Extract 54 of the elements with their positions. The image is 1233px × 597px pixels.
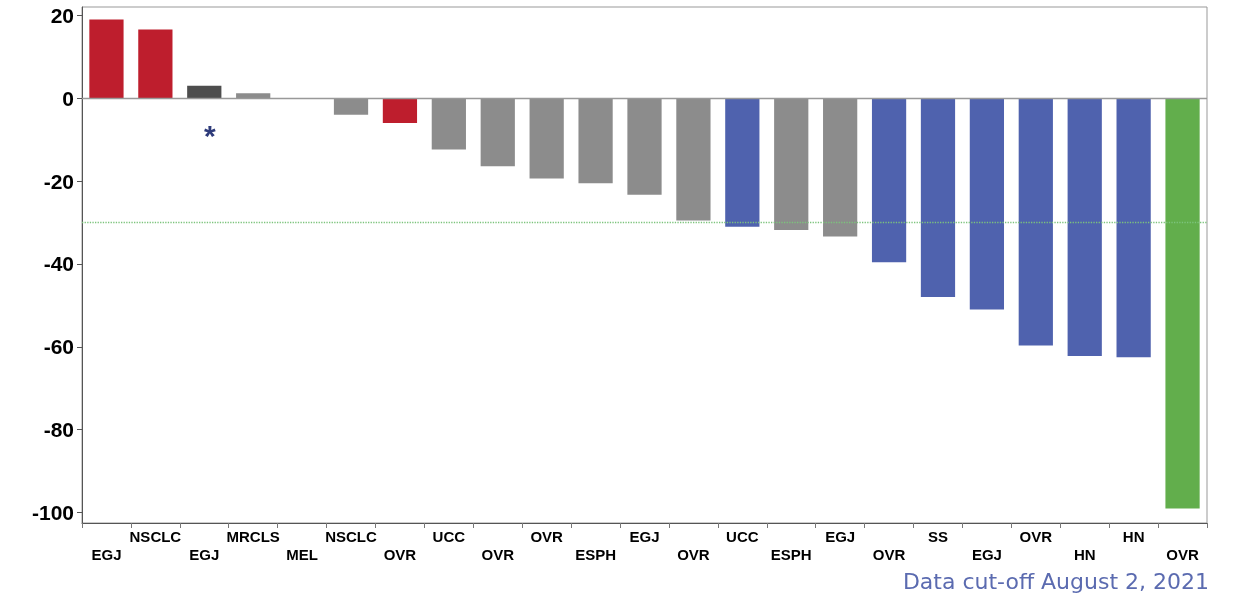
bar	[1165, 98, 1200, 509]
x-tick-label: UCC	[432, 528, 466, 545]
x-tick-label: EGJ	[825, 528, 856, 545]
annotation: *	[204, 118, 216, 152]
bar	[774, 98, 809, 230]
y-tick-label: 20	[50, 3, 74, 27]
x-tick-label: ESPH	[770, 546, 812, 563]
bar	[627, 98, 662, 195]
bar	[676, 98, 711, 221]
bar	[89, 19, 124, 99]
x-tick-label: ESPH	[575, 546, 617, 563]
bar	[1018, 98, 1053, 346]
bar	[871, 98, 907, 263]
bar	[187, 85, 222, 99]
x-tick-label: EGJ	[189, 546, 220, 563]
bar	[480, 98, 515, 167]
x-tick-label: HN	[1073, 546, 1096, 563]
x-tick-label: OVR	[383, 546, 417, 563]
bar	[823, 98, 858, 237]
x-tick-label: NSCLC	[325, 528, 378, 545]
bar	[578, 98, 613, 184]
x-tick-label: HN	[1122, 528, 1145, 545]
bar	[333, 98, 369, 115]
bar	[138, 29, 173, 99]
y-tick-label: -20	[43, 169, 74, 193]
x-tick-label: EGJ	[629, 528, 660, 545]
y-tick-label: -100	[31, 501, 74, 525]
bar	[1067, 98, 1102, 356]
x-tick-label: OVR	[530, 528, 564, 545]
y-tick-label: -40	[43, 252, 74, 276]
bar	[529, 98, 564, 179]
bar	[1116, 98, 1151, 358]
bar	[236, 93, 271, 99]
x-tick-label: MEL	[286, 546, 318, 563]
x-tick-label: OVR	[872, 546, 906, 563]
y-tick-label: -60	[43, 335, 74, 359]
bar	[920, 98, 956, 298]
x-tick-label: NSCLC	[129, 528, 182, 545]
x-tick-label: MRCLS	[226, 528, 280, 545]
x-tick-label: EGJ	[91, 546, 122, 563]
y-tick-label: 0	[62, 86, 74, 110]
x-tick-label: OVR	[1166, 546, 1199, 563]
x-tick-label: OVR	[1019, 528, 1053, 545]
y-tick-label: -80	[43, 418, 74, 442]
x-tick-label: UCC	[726, 528, 759, 545]
x-tick-label: OVR	[481, 546, 515, 563]
bar	[969, 98, 1005, 310]
bar	[725, 98, 760, 227]
x-tick-label: SS	[927, 528, 948, 545]
x-tick-label: OVR	[677, 546, 710, 563]
text: Data cut-off August 2, 2021	[902, 568, 1210, 594]
x-tick-label: EGJ	[971, 546, 1002, 563]
bar	[382, 98, 418, 124]
bar	[431, 98, 466, 150]
